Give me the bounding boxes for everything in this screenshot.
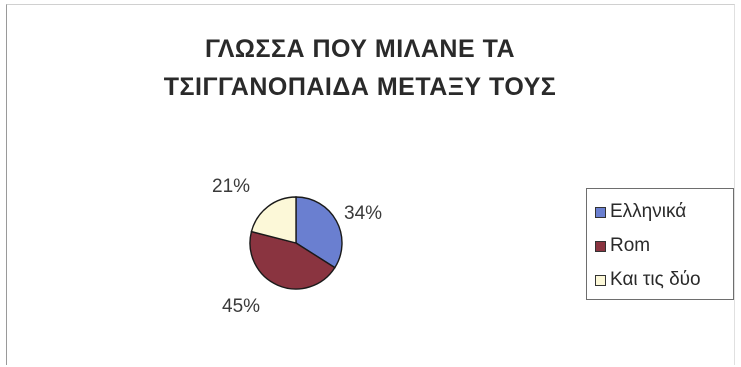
chart-title: ΓΛΩΣΣΑ ΠΟΥ ΜΙΛΑΝΕ ΤΑ ΤΣΙΓΓΑΝΟΠΑΙΔΑ ΜΕΤΑΞ… (80, 30, 640, 106)
chart-title-line-1: ΓΛΩΣΣΑ ΠΟΥ ΜΙΛΑΝΕ ΤΑ (204, 35, 516, 63)
legend-swatch-kai-tis-dyo (595, 274, 606, 286)
chart-title-line-2: ΤΣΙΓΓΑΝΟΠΑΙΔΑ ΜΕΤΑΞΥ ΤΟΥΣ (163, 73, 557, 101)
legend-label-ellinika: Ελληνικά (610, 201, 687, 222)
slice-kai-tis-dyo (250, 196, 297, 244)
legend-swatch-ellinika (595, 206, 606, 218)
data-label-kai-tis-dyo: 21% (212, 176, 251, 197)
slice-rom (249, 230, 336, 290)
chart-legend: Ελληνικά Rom Και τις δύο (586, 188, 734, 300)
data-label-ellinika: 34% (344, 203, 383, 224)
legend-item-kai-tis-dyo: Και τις δύο (595, 267, 701, 293)
legend-item-ellinika: Ελληνικά (595, 199, 686, 225)
legend-label-rom: Rom (610, 235, 651, 256)
chart-area (6, 4, 735, 365)
legend-label-kai-tis-dyo: Και τις δύο (610, 269, 701, 290)
data-label-rom: 45% (222, 296, 261, 317)
legend-swatch-rom (595, 240, 606, 252)
legend-item-rom: Rom (595, 233, 650, 259)
